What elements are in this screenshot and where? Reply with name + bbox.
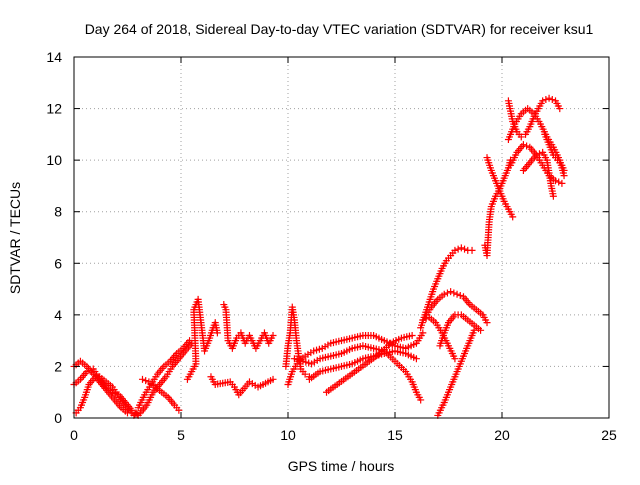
data-point bbox=[451, 355, 459, 363]
series-track-21 bbox=[483, 154, 517, 221]
data-point bbox=[124, 409, 131, 417]
data-point bbox=[461, 245, 469, 253]
x-tick-label: 20 bbox=[494, 427, 510, 443]
x-tick-label: 5 bbox=[177, 427, 185, 443]
series-track-13 bbox=[305, 347, 420, 383]
data-point bbox=[412, 355, 420, 363]
data-point bbox=[542, 96, 550, 104]
data-point bbox=[539, 97, 547, 105]
series-track-22 bbox=[504, 94, 564, 141]
data-point bbox=[468, 246, 476, 254]
data-point bbox=[450, 289, 458, 297]
data-point bbox=[454, 245, 462, 253]
series-track-11 bbox=[284, 329, 427, 388]
series-track-9 bbox=[207, 373, 277, 399]
data-point bbox=[548, 96, 556, 104]
series-track-8 bbox=[220, 301, 277, 352]
data-point bbox=[175, 406, 183, 414]
data-point bbox=[453, 290, 461, 298]
y-tick-label: 14 bbox=[46, 49, 62, 65]
series-track-20 bbox=[481, 156, 515, 260]
data-point bbox=[456, 292, 464, 300]
chart-title: Day 264 of 2018, Sidereal Day-to-day VTE… bbox=[85, 21, 594, 37]
plot-frame bbox=[73, 56, 610, 419]
data-point bbox=[556, 105, 564, 113]
series-track-10 bbox=[282, 303, 313, 381]
data-point bbox=[269, 331, 277, 339]
data-point bbox=[517, 133, 525, 141]
data-point bbox=[417, 396, 425, 404]
series-track-5 bbox=[134, 337, 194, 412]
data-point bbox=[535, 150, 543, 158]
data-point bbox=[443, 289, 451, 297]
series-track-14 bbox=[323, 331, 416, 396]
series-track-24 bbox=[507, 141, 566, 187]
x-tick-label: 25 bbox=[601, 427, 617, 443]
y-tick-label: 4 bbox=[54, 307, 62, 323]
series-track-2 bbox=[70, 357, 142, 419]
data-point bbox=[555, 178, 563, 186]
data-point bbox=[138, 375, 146, 383]
data-point bbox=[560, 166, 568, 174]
axis-ticks: 0 5 10 15 20 25 0 2 4 6 8 10 12 14 bbox=[46, 49, 617, 443]
series-track-6 bbox=[138, 375, 183, 414]
data-point bbox=[523, 142, 531, 150]
data-point bbox=[408, 331, 416, 339]
data-point bbox=[301, 370, 309, 378]
data-point bbox=[451, 246, 459, 254]
y-axis-title: SDTVAR / TECUs bbox=[7, 182, 23, 294]
y-tick-label: 10 bbox=[46, 152, 62, 168]
data-point bbox=[447, 288, 455, 296]
data-point bbox=[483, 319, 491, 327]
data-point bbox=[519, 141, 527, 149]
data-point bbox=[532, 151, 540, 159]
series-track-3 bbox=[72, 373, 131, 417]
y-tick-label: 2 bbox=[54, 358, 62, 374]
series-track-7 bbox=[183, 295, 221, 383]
data-point bbox=[558, 179, 566, 187]
x-tick-label: 10 bbox=[280, 427, 296, 443]
series-track-19 bbox=[436, 311, 485, 350]
y-tick-label: 8 bbox=[54, 204, 62, 220]
series-track-26 bbox=[541, 130, 568, 174]
y-tick-label: 0 bbox=[54, 410, 62, 426]
y-tick-label: 6 bbox=[54, 255, 62, 271]
series-track-4 bbox=[130, 339, 196, 419]
data-point bbox=[549, 192, 557, 200]
data-point bbox=[133, 410, 141, 418]
series-track-15 bbox=[417, 244, 476, 332]
data-point bbox=[213, 329, 221, 337]
data-points bbox=[70, 94, 568, 419]
data-point bbox=[440, 290, 448, 298]
data-point bbox=[545, 94, 553, 102]
data-point bbox=[457, 244, 465, 252]
data-point bbox=[477, 326, 485, 334]
data-point bbox=[509, 213, 517, 221]
data-point bbox=[419, 329, 427, 337]
series-track-18 bbox=[434, 326, 478, 419]
y-tick-label: 12 bbox=[46, 101, 62, 117]
data-point bbox=[269, 375, 277, 383]
data-point bbox=[419, 316, 427, 324]
x-tick-label: 15 bbox=[387, 427, 403, 443]
data-point bbox=[142, 377, 150, 385]
x-axis-title: GPS time / hours bbox=[288, 458, 395, 474]
series-track-25 bbox=[519, 148, 557, 200]
x-tick-label: 0 bbox=[70, 427, 78, 443]
